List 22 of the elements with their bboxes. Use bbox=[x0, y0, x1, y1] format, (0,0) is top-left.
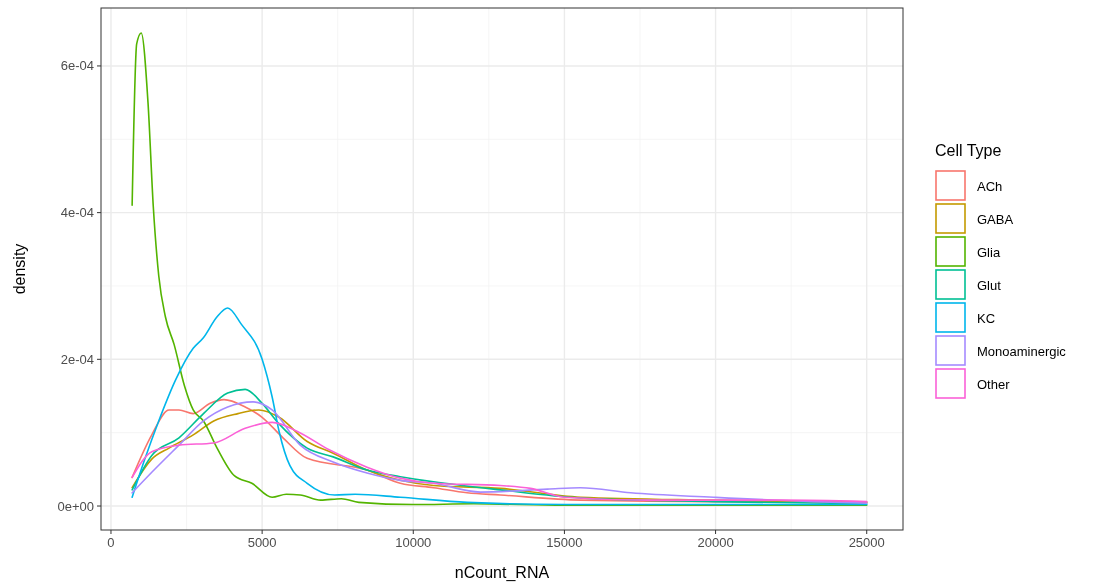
x-tick-label: 20000 bbox=[697, 535, 734, 550]
y-tick-label: 0e+00 bbox=[57, 498, 94, 514]
y-tick-label: 2e-04 bbox=[60, 351, 94, 367]
x-axis-title: nCount_RNA bbox=[454, 564, 550, 582]
legend-label: Other bbox=[977, 376, 1011, 392]
legend-label: Glut bbox=[977, 277, 1002, 293]
y-tick-label: 6e-04 bbox=[60, 58, 94, 74]
y-axis-title: density bbox=[11, 243, 28, 295]
legend-label: Glia bbox=[977, 244, 1001, 260]
x-tick-label: 15000 bbox=[546, 535, 583, 550]
x-tick-label: 10000 bbox=[395, 535, 432, 550]
legend-label: Monoaminergic bbox=[977, 343, 1067, 359]
legend-label: KC bbox=[977, 310, 996, 326]
x-tick-label: 25000 bbox=[848, 535, 885, 550]
legend-label: ACh bbox=[977, 178, 1003, 194]
legend-title: Cell Type bbox=[935, 142, 1002, 159]
legend-label: GABA bbox=[977, 211, 1014, 227]
y-tick-label: 4e-04 bbox=[60, 205, 94, 221]
line-series bbox=[131, 307, 868, 506]
x-tick-label: 0 bbox=[107, 535, 115, 550]
x-tick-label: 5000 bbox=[247, 535, 277, 550]
line-series bbox=[131, 32, 868, 507]
